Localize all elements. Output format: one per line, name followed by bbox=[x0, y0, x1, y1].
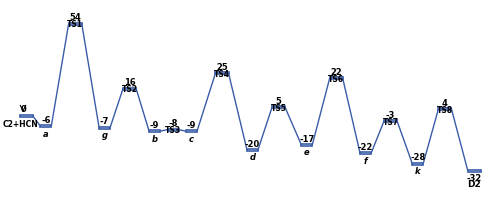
Text: g: g bbox=[102, 130, 107, 140]
FancyBboxPatch shape bbox=[99, 127, 110, 129]
Text: c: c bbox=[189, 134, 194, 143]
Text: TS4: TS4 bbox=[214, 69, 230, 78]
FancyBboxPatch shape bbox=[412, 163, 423, 165]
Text: a: a bbox=[43, 129, 49, 138]
Text: f: f bbox=[364, 156, 368, 165]
FancyBboxPatch shape bbox=[247, 149, 258, 151]
Text: TS1: TS1 bbox=[67, 20, 83, 29]
Text: -9: -9 bbox=[150, 120, 160, 129]
Text: 5: 5 bbox=[276, 97, 281, 105]
FancyBboxPatch shape bbox=[438, 108, 452, 110]
Text: 16: 16 bbox=[124, 78, 136, 87]
Text: k: k bbox=[415, 166, 420, 175]
FancyBboxPatch shape bbox=[20, 115, 33, 117]
FancyBboxPatch shape bbox=[360, 153, 371, 155]
FancyBboxPatch shape bbox=[302, 144, 312, 146]
Text: TS7: TS7 bbox=[382, 117, 398, 126]
Text: -32: -32 bbox=[466, 173, 482, 182]
Text: 54: 54 bbox=[70, 13, 81, 22]
Text: -22: -22 bbox=[358, 142, 373, 151]
Text: TS8: TS8 bbox=[437, 105, 453, 114]
Text: TS3: TS3 bbox=[165, 125, 181, 134]
Text: C2+HCN: C2+HCN bbox=[3, 119, 38, 128]
FancyBboxPatch shape bbox=[186, 130, 197, 133]
FancyBboxPatch shape bbox=[168, 129, 178, 131]
Text: 22: 22 bbox=[330, 67, 342, 77]
Text: TS5: TS5 bbox=[270, 103, 286, 112]
Text: -8: -8 bbox=[168, 119, 178, 127]
Text: -3: -3 bbox=[386, 110, 395, 119]
Text: e: e bbox=[304, 148, 310, 157]
Text: 25: 25 bbox=[216, 62, 228, 72]
Text: -17: -17 bbox=[299, 134, 314, 143]
FancyBboxPatch shape bbox=[40, 125, 52, 127]
Text: -7: -7 bbox=[100, 117, 110, 126]
Text: TS2: TS2 bbox=[122, 85, 138, 94]
Text: -9: -9 bbox=[187, 120, 196, 129]
Text: -28: -28 bbox=[410, 153, 426, 162]
FancyBboxPatch shape bbox=[149, 130, 160, 133]
Text: 4: 4 bbox=[442, 98, 448, 107]
FancyBboxPatch shape bbox=[216, 73, 228, 75]
FancyBboxPatch shape bbox=[330, 78, 342, 80]
Text: -6: -6 bbox=[41, 115, 50, 124]
FancyBboxPatch shape bbox=[468, 170, 481, 172]
FancyBboxPatch shape bbox=[272, 107, 285, 109]
Text: d: d bbox=[250, 153, 256, 162]
Text: D2: D2 bbox=[468, 179, 481, 188]
Text: -20: -20 bbox=[245, 139, 260, 148]
FancyBboxPatch shape bbox=[123, 88, 136, 90]
Text: 0: 0 bbox=[20, 105, 26, 114]
FancyBboxPatch shape bbox=[68, 23, 82, 25]
Text: TS6: TS6 bbox=[328, 74, 344, 83]
FancyBboxPatch shape bbox=[384, 120, 397, 122]
Text: b: b bbox=[152, 134, 158, 143]
